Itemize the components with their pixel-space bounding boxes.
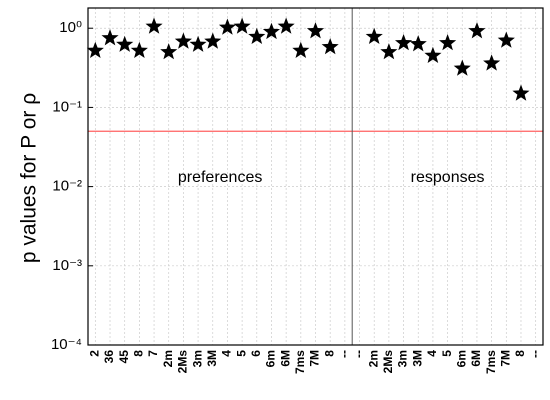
star-marker	[248, 27, 266, 44]
star-marker	[145, 17, 163, 34]
y-tick-label: 10⁻¹	[52, 98, 82, 115]
x-tick-label: 2	[88, 350, 102, 357]
x-tick-label: 45	[117, 350, 131, 364]
star-marker	[321, 38, 339, 55]
star-marker	[233, 17, 251, 34]
star-marker	[218, 18, 236, 35]
x-tick-label: 3m	[396, 350, 410, 367]
x-tick-label: 2Ms	[381, 350, 395, 374]
star-marker	[409, 35, 427, 52]
star-marker	[483, 54, 501, 71]
star-marker	[306, 22, 325, 39]
star-marker	[497, 31, 515, 48]
x-tick-label: 6M	[469, 350, 483, 367]
x-tick-label: 2Ms	[176, 350, 190, 374]
x-tick-label: 8	[132, 350, 146, 357]
annotation: preferences	[178, 169, 263, 186]
x-tick-label: 7M	[498, 350, 512, 367]
y-tick-label: 10⁻²	[52, 178, 82, 195]
y-axis-label: p values for P or ρ	[18, 93, 41, 263]
x-tick-label: 7M	[308, 350, 322, 367]
star-marker	[453, 59, 471, 76]
x-tick-label: 6M	[278, 350, 292, 367]
x-tick-label: 4	[425, 350, 439, 357]
y-tick-label: 10⁻³	[52, 257, 82, 274]
star-marker	[86, 41, 104, 58]
star-marker	[101, 29, 119, 46]
x-tick-label: 3M	[410, 350, 424, 367]
x-tick-label: 36	[102, 350, 116, 364]
y-tick-label: 10⁰	[59, 19, 82, 36]
star-marker	[130, 41, 148, 58]
x-tick-label: 7	[146, 350, 160, 357]
x-tick-label: 8	[513, 350, 527, 357]
x-tick-label: --	[352, 350, 366, 358]
star-marker	[365, 27, 383, 44]
star-marker	[424, 46, 442, 63]
x-tick-label: 7ms	[484, 350, 498, 374]
x-tick-label: --	[337, 350, 351, 358]
star-marker	[380, 43, 398, 60]
x-tick-label: 3m	[190, 350, 204, 367]
x-tick-label: 2m	[366, 350, 380, 367]
star-marker	[292, 41, 310, 58]
star-marker	[204, 32, 222, 49]
x-tick-label: 6	[249, 350, 263, 357]
x-tick-label: 8	[322, 350, 336, 357]
x-tick-label: 7ms	[293, 350, 307, 374]
star-marker	[512, 84, 530, 101]
x-tick-label: 6m	[454, 350, 468, 367]
x-tick-label: 2m	[161, 350, 175, 367]
star-marker	[468, 22, 486, 39]
x-tick-label: 3M	[205, 350, 219, 367]
x-tick-label: 5	[440, 350, 454, 357]
star-marker	[174, 32, 192, 49]
x-tick-label: 5	[234, 350, 248, 357]
star-marker	[160, 43, 178, 60]
star-marker	[439, 34, 457, 51]
star-marker	[189, 35, 207, 52]
y-tick-label: 10⁻⁴	[51, 336, 82, 353]
x-tick-label: 4	[220, 350, 234, 357]
star-marker	[262, 22, 280, 40]
star-marker	[395, 34, 413, 51]
annotation: responses	[411, 169, 485, 186]
x-tick-label: 6m	[264, 350, 278, 367]
star-marker	[277, 17, 295, 34]
star-marker	[116, 35, 134, 52]
x-tick-label: --	[528, 350, 542, 358]
plot-frame	[87, 7, 544, 346]
